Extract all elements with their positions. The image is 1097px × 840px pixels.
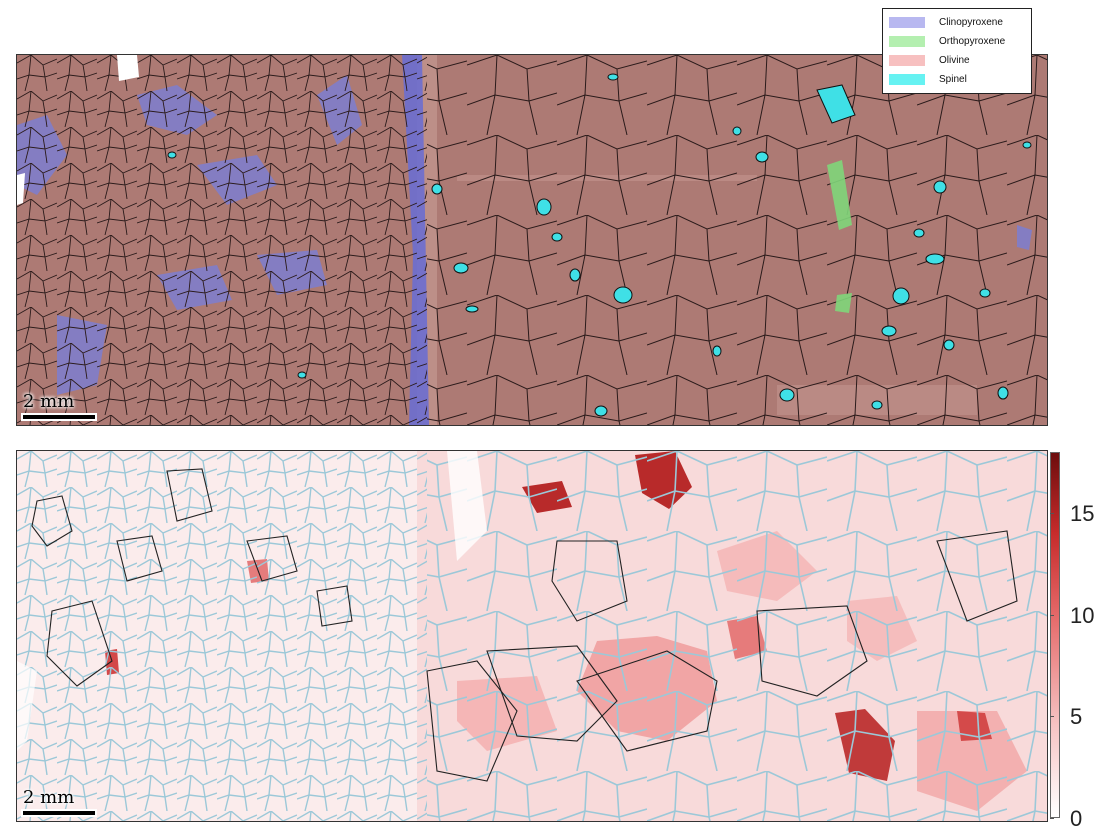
legend-label: Orthopyroxene: [939, 36, 1006, 47]
phase-legend: Clinopyroxene Orthopyroxene Olivine Spin…: [882, 8, 1032, 94]
legend-item-spinel: Spinel: [889, 70, 1025, 89]
legend-swatch: [889, 36, 925, 47]
phase-map-panel: 2 mm: [16, 54, 1048, 426]
colorbar-tick-label: 5: [1070, 704, 1083, 729]
scale-bar-line: [23, 415, 95, 419]
legend-item-clinopyroxene: Clinopyroxene: [889, 13, 1025, 32]
legend-label: Olivine: [939, 55, 970, 66]
colorbar-tick-label: 0: [1070, 806, 1083, 831]
legend-swatch: [889, 17, 925, 28]
legend-label: Spinel: [939, 74, 967, 85]
phase-map-image: [17, 55, 1047, 425]
misorientation-map-image: [17, 451, 1047, 821]
colorbar-tick-label: 10: [1070, 603, 1095, 628]
colorbar-tick-label: 15: [1070, 501, 1095, 526]
colorbar: [1050, 452, 1060, 818]
colorbar-tick-mark: [1050, 513, 1054, 514]
colorbar-tick-mark: [1050, 818, 1054, 819]
legend-swatch: [889, 74, 925, 85]
scale-bar: 2 mm: [21, 787, 101, 817]
scale-bar-line: [23, 811, 95, 815]
misorientation-map-panel: 2 mm: [16, 450, 1048, 822]
legend-label: Clinopyroxene: [939, 17, 1003, 28]
scale-bar-label: 2 mm: [23, 391, 75, 412]
legend-item-orthopyroxene: Orthopyroxene: [889, 32, 1025, 51]
scale-bar-label: 2 mm: [23, 787, 75, 808]
legend-swatch: [889, 55, 925, 66]
scale-bar: 2 mm: [21, 391, 101, 421]
colorbar-tick-mark: [1050, 716, 1054, 717]
colorbar-tick-mark: [1050, 615, 1054, 616]
legend-item-olivine: Olivine: [889, 51, 1025, 70]
